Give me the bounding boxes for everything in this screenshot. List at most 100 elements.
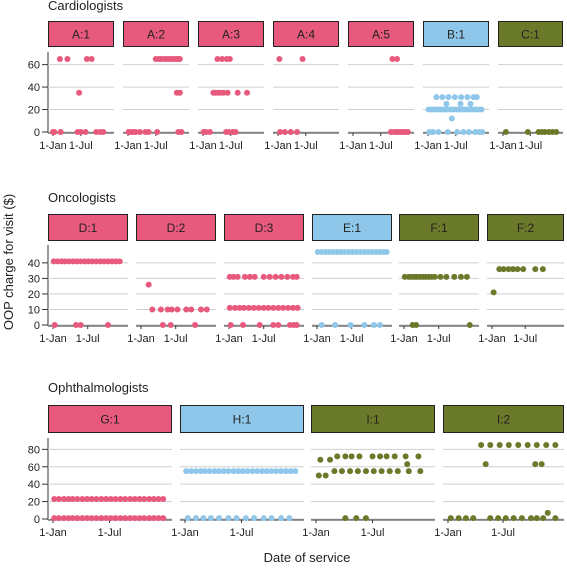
data-point (224, 89, 231, 96)
data-point (235, 468, 242, 475)
data-point (505, 442, 512, 448)
data-point (473, 94, 480, 101)
data-point (552, 442, 559, 448)
data-point (544, 509, 551, 516)
data-point (332, 322, 339, 328)
data-point (457, 273, 464, 280)
data-point (437, 273, 444, 280)
data-point (293, 273, 300, 280)
data-point (278, 515, 285, 522)
data-point (131, 495, 138, 502)
y-tick-label: 20 (28, 497, 40, 509)
data-point (240, 322, 246, 328)
data-point (318, 322, 325, 328)
data-point (242, 515, 249, 522)
data-point (347, 468, 354, 475)
x-tick-label: 1-Jan (339, 140, 367, 152)
y-axis-label: OOP charge for visit ($) (1, 194, 16, 330)
data-point (122, 495, 129, 502)
data-point (188, 306, 195, 313)
data-point (230, 468, 237, 475)
data-point (250, 304, 257, 311)
data-point (82, 129, 89, 135)
y-tick-label: 20 (28, 105, 40, 117)
data-point (200, 515, 207, 522)
data-point (192, 468, 199, 475)
facet-strip (48, 214, 128, 241)
data-point (514, 266, 521, 273)
x-axis-label: Date of service (264, 550, 351, 565)
data-point (361, 322, 368, 328)
facet-strip (48, 21, 114, 47)
data-point (524, 442, 531, 448)
data-point (226, 304, 233, 311)
data-point (83, 56, 90, 62)
data-point (206, 468, 213, 475)
data-point (275, 322, 282, 328)
data-point (154, 129, 161, 135)
data-point (141, 515, 148, 522)
data-point (299, 56, 306, 62)
data-point (57, 129, 64, 135)
data-point (553, 129, 560, 135)
facet-label: F:1 (430, 221, 448, 235)
data-point (160, 515, 167, 522)
facet-label: I:2 (497, 413, 511, 427)
data-point (404, 461, 411, 468)
data-point (201, 468, 208, 475)
data-point (266, 273, 273, 280)
x-tick-label: 1-Jul (369, 140, 393, 152)
data-point (342, 453, 349, 460)
data-point (240, 304, 247, 311)
data-point (241, 273, 248, 280)
facet-label: A:2 (147, 28, 165, 42)
x-tick-label: 1-Jul (252, 333, 276, 345)
data-point (184, 515, 191, 522)
data-point (389, 56, 396, 62)
data-point (394, 56, 401, 62)
data-point (232, 129, 239, 135)
x-tick-label: 1-Jan (302, 527, 330, 539)
data-point (487, 442, 494, 448)
data-point (98, 515, 105, 522)
facet-strip (312, 214, 392, 241)
data-point (160, 495, 167, 502)
facet-label: D:1 (79, 221, 98, 235)
data-point (265, 304, 272, 311)
data-point (259, 468, 266, 475)
data-point (479, 129, 486, 135)
y-tick-label: 0 (34, 320, 40, 332)
data-point (540, 515, 547, 522)
data-point (127, 495, 134, 502)
data-point (268, 468, 275, 475)
data-point (433, 94, 440, 101)
data-point (402, 453, 409, 460)
data-point (454, 129, 461, 135)
facet-strip (311, 405, 435, 433)
data-point (234, 273, 241, 280)
data-point (356, 453, 363, 460)
data-point (362, 468, 369, 475)
data-point (226, 56, 233, 62)
data-point (287, 129, 294, 135)
x-tick-label: 1-Jul (98, 527, 122, 539)
data-point (362, 515, 369, 522)
data-point (60, 515, 67, 522)
facet-strip (399, 214, 479, 241)
data-point (276, 56, 283, 62)
facet-strip (443, 405, 564, 433)
data-point (286, 515, 293, 522)
data-point (150, 495, 157, 502)
x-tick-label: 1-Jul (513, 333, 537, 345)
facet-strip (198, 21, 264, 47)
data-point (131, 515, 138, 522)
x-tick-label: 1-Jul (230, 527, 254, 539)
x-tick-label: 1-Jul (294, 140, 318, 152)
data-point (317, 456, 324, 463)
data-point (457, 100, 464, 107)
data-point (98, 495, 105, 502)
group-title: Ophthalmologists (48, 380, 149, 395)
group-title: Cardiologists (48, 0, 124, 13)
data-point (322, 472, 329, 479)
facet-label: G:1 (100, 413, 120, 427)
